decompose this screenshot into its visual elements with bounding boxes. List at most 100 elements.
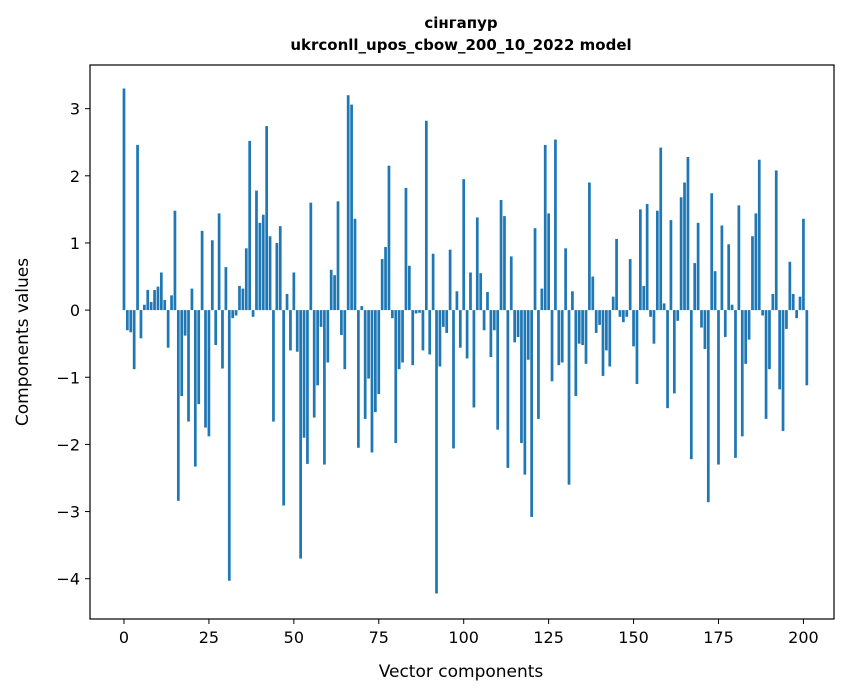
bar-29 [221, 310, 224, 369]
bar-116 [516, 310, 520, 337]
bar-32 [231, 310, 235, 319]
bar-118 [523, 310, 527, 475]
bar-95 [445, 310, 449, 333]
bar-182 [740, 310, 744, 437]
bar-178 [727, 244, 731, 311]
bar-124 [543, 144, 547, 311]
bar-130 [564, 248, 567, 311]
bar-183 [744, 310, 748, 364]
bar-33 [234, 310, 238, 316]
bar-57 [316, 310, 319, 386]
bar-199 [798, 296, 802, 311]
bar-76 [380, 259, 384, 311]
bar-150 [632, 310, 635, 347]
bar-128 [557, 310, 561, 366]
bar-113 [506, 310, 510, 468]
bar-55 [309, 202, 313, 311]
bar-157 [655, 210, 659, 311]
bar-139 [594, 310, 598, 333]
bar-104 [475, 217, 479, 311]
bar-71 [363, 310, 367, 419]
bar-119 [526, 310, 530, 360]
bar-10 [156, 286, 160, 311]
bar-74 [374, 310, 377, 413]
bar-162 [672, 310, 676, 394]
bar-145 [615, 238, 618, 311]
bar-78 [387, 165, 391, 311]
y-tick-label: 0 [70, 301, 80, 320]
chart-title: сінгапур [424, 14, 497, 32]
bar-143 [608, 310, 612, 367]
bar-120 [530, 310, 533, 517]
bar-99 [458, 310, 462, 348]
bar-165 [683, 182, 686, 311]
bar-170 [700, 310, 703, 328]
x-tick-label: 200 [788, 628, 819, 647]
bar-97 [452, 310, 455, 449]
bar-7 [146, 289, 150, 311]
bar-108 [489, 310, 493, 358]
bar-114 [509, 256, 513, 311]
bar-112 [503, 216, 506, 311]
bar-82 [401, 310, 404, 363]
bar-18 [183, 310, 187, 336]
bar-160 [666, 310, 669, 409]
bar-102 [469, 272, 472, 311]
bar-31 [227, 310, 231, 581]
bar-159 [662, 303, 666, 311]
bar-196 [788, 261, 792, 311]
bar-91 [431, 253, 435, 311]
bar-133 [574, 310, 578, 397]
bar-4 [136, 144, 139, 311]
bar-51 [295, 310, 299, 352]
bar-158 [659, 147, 663, 311]
bar-26 [210, 240, 214, 311]
bar-62 [333, 275, 336, 311]
bar-65 [343, 310, 347, 370]
bar-59 [323, 310, 326, 465]
bar-180 [734, 310, 737, 458]
bar-70 [360, 306, 364, 311]
bar-23 [200, 230, 204, 311]
bar-177 [723, 310, 727, 337]
bar-38 [251, 310, 255, 317]
bar-24 [204, 310, 207, 428]
bar-94 [441, 310, 445, 327]
bar-184 [747, 310, 751, 340]
bar-164 [679, 197, 683, 311]
bar-37 [248, 140, 252, 311]
bar-72 [367, 310, 370, 379]
bar-173 [710, 193, 714, 311]
bar-60 [326, 310, 330, 363]
bar-131 [567, 310, 571, 485]
bar-200 [802, 218, 805, 311]
y-tick-label: −4 [56, 570, 80, 589]
bar-79 [391, 310, 394, 319]
x-tick-label: 50 [284, 628, 304, 647]
bar-17 [180, 310, 184, 397]
bar-22 [197, 310, 201, 405]
bar-136 [584, 310, 588, 364]
bar-53 [302, 310, 306, 438]
bar-198 [795, 310, 798, 319]
bar-75 [377, 310, 381, 395]
y-tick-label: 3 [70, 100, 80, 119]
x-tick-label: 0 [119, 628, 129, 647]
bar-67 [350, 104, 353, 311]
bar-81 [397, 310, 401, 370]
bar-140 [598, 310, 601, 325]
bar-161 [669, 220, 673, 311]
bar-144 [611, 296, 615, 311]
bar-191 [771, 293, 775, 311]
bar-77 [384, 246, 387, 311]
bar-190 [768, 310, 771, 370]
bar-121 [533, 228, 537, 311]
bar-147 [622, 310, 625, 323]
y-tick-label: −1 [56, 368, 80, 387]
bar-110 [496, 310, 500, 430]
plot-frame [89, 64, 835, 620]
bar-84 [407, 265, 411, 311]
bar-138 [591, 276, 595, 311]
y-axis-ticks: −4 −3 −2 −1 0 1 2 3 [56, 100, 90, 589]
bar-127 [554, 139, 557, 311]
